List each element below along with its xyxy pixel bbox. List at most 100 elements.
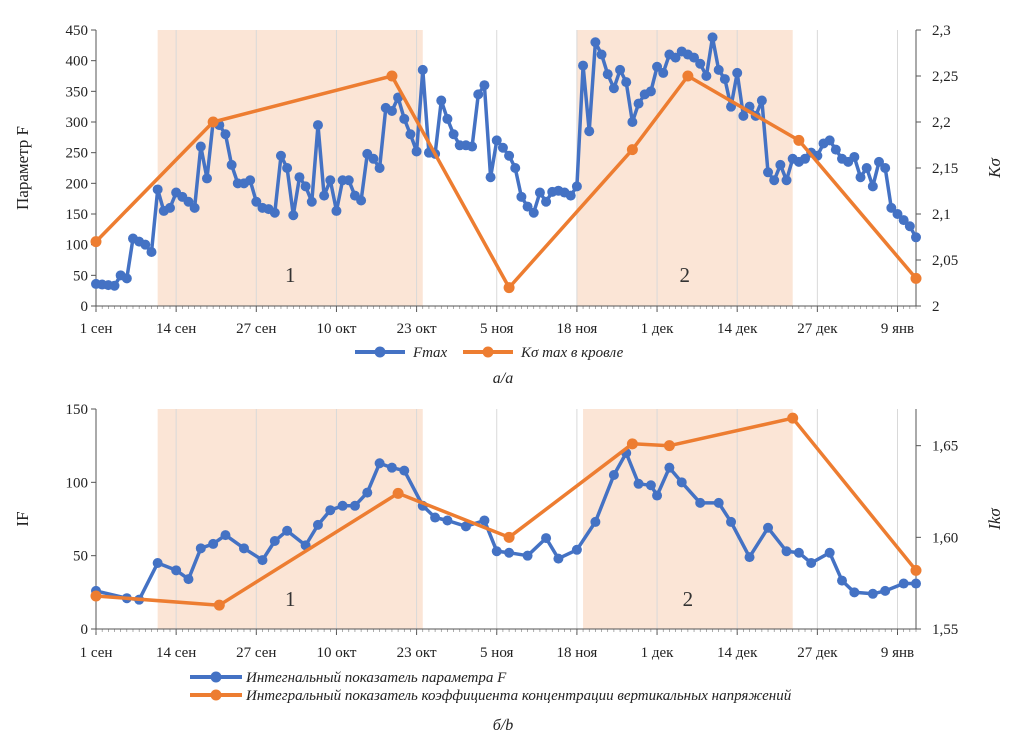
data-point-b-1	[541, 533, 552, 544]
data-point-a-1	[343, 175, 354, 186]
y-axis-title-b: IF	[13, 511, 32, 526]
y2-axis-title-a: Kσ	[985, 158, 1004, 179]
y-tick-label-a: 0	[81, 299, 89, 315]
data-point-a-1	[417, 64, 428, 75]
x-tick-label-a: 14 дек	[717, 321, 758, 337]
data-point-b-1	[386, 462, 397, 473]
data-point-b-1	[898, 578, 909, 589]
data-point-a-1	[602, 69, 613, 80]
data-point-b-1	[460, 521, 471, 532]
data-point-a-1	[497, 142, 508, 153]
legend-marker-b-2	[210, 689, 222, 701]
data-point-a-1	[590, 37, 601, 48]
data-point-a-1	[584, 126, 595, 137]
y-axis-title-a: Параметр F	[13, 126, 32, 210]
data-point-a-1	[830, 144, 841, 155]
data-point-a-1	[898, 215, 909, 226]
data-point-a-1	[528, 207, 539, 218]
data-point-b-1	[257, 555, 268, 566]
data-point-b-1	[590, 516, 601, 527]
data-point-a-1	[121, 273, 132, 284]
data-point-a-1	[164, 202, 175, 213]
data-point-a-1	[146, 247, 157, 258]
data-point-b-1	[713, 497, 724, 508]
data-point-a-1	[325, 175, 336, 186]
x-tick-label-a: 27 дек	[797, 321, 838, 337]
data-point-a-1	[880, 163, 891, 173]
data-point-a-1	[436, 95, 447, 106]
data-point-b-1	[633, 478, 644, 489]
data-point-b-1	[880, 585, 891, 596]
data-point-b-1	[867, 588, 878, 599]
data-point-a-1	[627, 117, 638, 127]
data-point-a-2	[793, 134, 805, 146]
data-point-b-1	[676, 477, 687, 488]
data-point-b-1	[645, 480, 656, 491]
data-point-a-1	[331, 205, 342, 216]
data-point-a-1	[800, 153, 811, 164]
y-tick-label-a: 50	[73, 268, 88, 284]
data-point-b-1	[781, 546, 792, 557]
data-point-b-1	[793, 547, 804, 558]
data-point-a-1	[442, 113, 453, 124]
data-point-a-1	[140, 239, 151, 250]
data-point-a-1	[226, 159, 237, 170]
data-point-a-1	[781, 175, 792, 186]
data-point-b-2	[910, 564, 922, 576]
period-label-b-1: 1	[285, 587, 296, 611]
data-point-a-1	[269, 207, 280, 218]
data-point-a-1	[368, 153, 379, 164]
data-point-b-1	[238, 543, 249, 554]
x-tick-label-b: 23 окт	[397, 645, 437, 661]
data-point-b-1	[152, 558, 163, 568]
data-point-a-2	[910, 272, 922, 284]
period-label-b-2: 2	[683, 587, 694, 611]
data-point-a-1	[473, 89, 484, 100]
data-point-a-1	[824, 135, 835, 146]
data-point-b-1	[325, 505, 336, 516]
data-point-a-1	[701, 71, 712, 81]
data-point-a-1	[300, 181, 311, 192]
y2-tick-label-b: 1,60	[932, 530, 958, 546]
x-tick-label-b: 27 сен	[236, 645, 276, 661]
data-point-a-1	[510, 163, 521, 173]
y2-axis-title-b: Ikσ	[985, 508, 1004, 531]
data-point-a-2	[682, 70, 694, 82]
period-band-b-2	[583, 409, 793, 629]
y-tick-label-b: 0	[81, 622, 89, 638]
data-point-a-1	[608, 83, 619, 94]
data-point-b-2	[663, 440, 675, 452]
data-point-a-2	[386, 70, 398, 82]
data-point-a-1	[652, 61, 663, 72]
data-point-a-1	[485, 172, 496, 183]
data-point-a-1	[245, 175, 256, 186]
data-point-a-1	[670, 52, 681, 63]
y-tick-label-b: 100	[66, 475, 89, 491]
y-tick-label-b: 50	[73, 549, 88, 565]
data-point-a-1	[386, 105, 397, 116]
data-point-a-1	[201, 173, 212, 184]
data-point-a-1	[695, 58, 706, 69]
x-tick-label-b: 27 дек	[797, 645, 838, 661]
data-point-a-2	[207, 116, 219, 128]
y-tick-label-a: 350	[66, 84, 89, 100]
data-point-a-1	[621, 77, 632, 88]
data-point-a-1	[615, 64, 626, 75]
data-point-b-1	[911, 578, 921, 589]
legend-label-b-2: Интегральный показатель коэффициента кон…	[245, 688, 792, 704]
data-point-a-1	[109, 280, 120, 291]
data-point-a-1	[288, 210, 299, 221]
data-point-b-1	[208, 538, 219, 549]
data-point-a-1	[596, 49, 607, 60]
data-point-a-1	[399, 113, 410, 124]
data-point-b-1	[744, 552, 755, 563]
x-tick-label-b: 1 сен	[80, 645, 113, 661]
data-point-a-1	[658, 67, 669, 78]
data-point-a-1	[282, 163, 293, 173]
data-point-a-1	[769, 175, 780, 186]
y2-tick-label-a: 2,15	[932, 161, 958, 177]
x-tick-label-b: 14 дек	[717, 645, 758, 661]
data-point-b-1	[652, 490, 663, 501]
y2-tick-label-a: 2,25	[932, 69, 958, 85]
